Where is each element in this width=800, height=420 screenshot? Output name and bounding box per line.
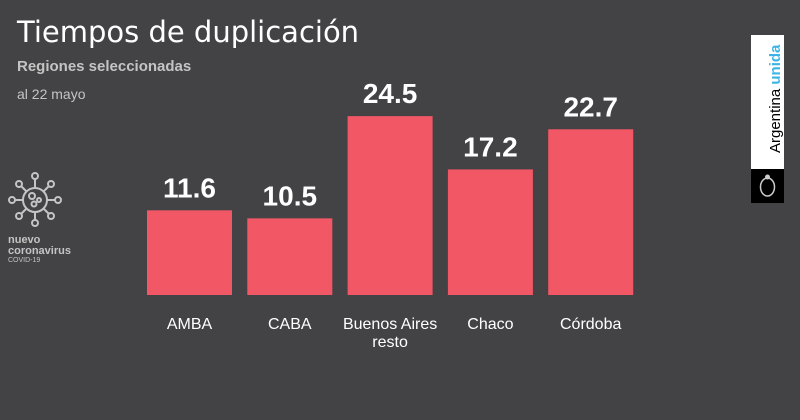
chart-date-note: al 22 mayo bbox=[17, 86, 86, 102]
value-label: 11.6 bbox=[163, 172, 216, 203]
category-label: Chaco bbox=[467, 316, 513, 333]
logo-text-covid: COVID-19 bbox=[8, 257, 41, 264]
category-label: CABA bbox=[268, 316, 312, 333]
bar-4 bbox=[548, 129, 634, 295]
argentina-unida-brand: Argentina unida bbox=[751, 35, 784, 203]
category-label: resto bbox=[372, 334, 408, 351]
logo-text-coronavirus: coronavirus bbox=[8, 245, 71, 257]
national-seal-icon bbox=[751, 169, 784, 203]
value-label: 17.2 bbox=[463, 131, 518, 162]
bar-0 bbox=[147, 210, 232, 295]
value-label: 22.7 bbox=[563, 91, 618, 122]
virus-icon bbox=[8, 172, 62, 227]
category-label: Buenos Aires bbox=[343, 316, 437, 333]
logo-text-nuevo: nuevo bbox=[8, 234, 41, 246]
value-label: 10.5 bbox=[263, 180, 318, 211]
value-label: 24.5 bbox=[363, 78, 418, 109]
bar-3 bbox=[447, 169, 533, 295]
bar-2 bbox=[347, 116, 433, 296]
category-label: Córdoba bbox=[560, 316, 621, 333]
category-label: AMBA bbox=[167, 316, 213, 333]
covid-logo: nuevo coronavirus COVID-19 bbox=[8, 170, 71, 264]
bar-1 bbox=[247, 218, 333, 295]
chart-title: Tiempos de duplicación bbox=[17, 15, 360, 49]
chart-subtitle: Regiones seleccionadas bbox=[17, 58, 192, 75]
